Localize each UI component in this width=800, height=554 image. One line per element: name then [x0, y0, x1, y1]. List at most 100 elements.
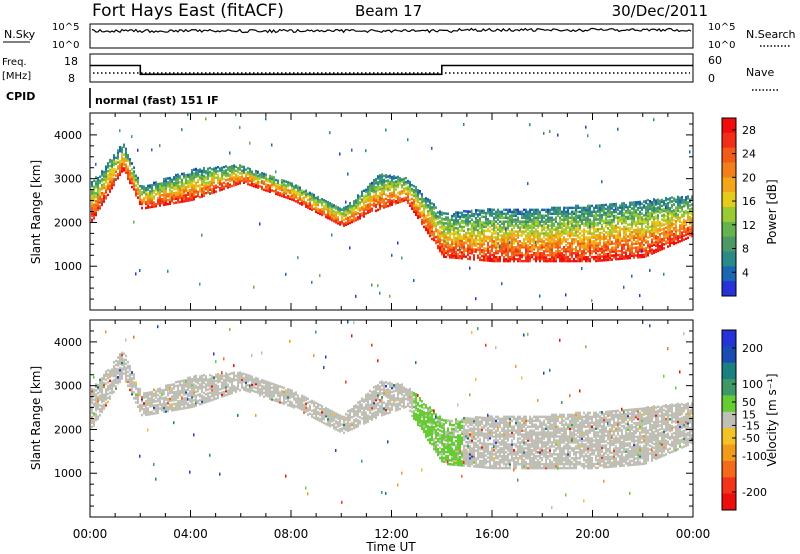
power-echo-cell [415, 193, 417, 197]
power-echo-cell [191, 196, 193, 200]
power-echo-cell [317, 199, 319, 203]
power-echo-cell [679, 204, 681, 208]
power-echo-cell [537, 255, 539, 259]
power-echo-cell [637, 250, 639, 253]
power-echo-cell [117, 151, 119, 154]
power-speckle [663, 272, 665, 276]
power-echo-cell [327, 205, 329, 208]
power-echo-cell [661, 228, 663, 231]
power-echo-cell [245, 178, 247, 181]
power-echo-cell [549, 230, 551, 233]
power-echo-cell [281, 184, 283, 188]
power-echo-cell [571, 249, 573, 253]
power-echo-cell [383, 204, 385, 207]
power-echo-cell [599, 204, 601, 207]
power-echo-cell [547, 234, 549, 237]
power-echo-cell [181, 192, 183, 196]
power-echo-cell [483, 258, 485, 262]
power-echo-cell [571, 259, 573, 263]
power-echo-cell [541, 246, 543, 249]
power-echo-cell [423, 207, 425, 211]
power-echo-cell [541, 208, 543, 212]
power-echo-cell [445, 233, 447, 237]
power-echo-cell [319, 198, 321, 202]
power-echo-cell [453, 236, 455, 240]
power-echo-cell [615, 224, 617, 227]
power-echo-cell [623, 245, 625, 248]
power-echo-cell [457, 244, 459, 248]
power-echo-cell [277, 179, 279, 183]
power-echo-cell [587, 242, 589, 245]
power-echo-cell [519, 210, 521, 214]
power-echo-cell [625, 205, 627, 209]
velocity-echo-cell [113, 378, 115, 382]
power-echo-cell [609, 238, 611, 242]
power-speckle [591, 299, 593, 303]
power-echo-cell [309, 205, 311, 208]
power-echo-cell [451, 238, 453, 241]
power-echo-cell [461, 215, 463, 219]
power-echo-cell [503, 251, 505, 255]
power-echo-cell [523, 230, 525, 233]
velocity-echo-cell [121, 355, 123, 359]
velocity-echo-cell [121, 369, 123, 372]
power-echo-cell [511, 216, 513, 220]
power-echo-cell [469, 236, 471, 239]
power-speckle [97, 193, 99, 197]
power-echo-cell [685, 200, 687, 203]
power-echo-cell [503, 246, 505, 249]
power-echo-cell [433, 219, 435, 222]
power-echo-cell [93, 207, 95, 210]
power-echo-cell [297, 197, 299, 200]
velocity-echo-cell [147, 409, 149, 412]
power-echo-cell [191, 169, 193, 172]
power-speckle [205, 117, 207, 121]
power-echo-cell [661, 247, 663, 251]
power-echo-cell [535, 220, 537, 223]
power-echo-cell [599, 206, 601, 209]
power-echo-cell [607, 242, 609, 246]
power-echo-cell [417, 190, 419, 194]
power-echo-cell [177, 187, 179, 190]
power-echo-cell [607, 219, 609, 222]
power-echo-cell [425, 206, 427, 210]
power-echo-cell [143, 201, 145, 204]
power-echo-cell [653, 229, 655, 233]
power-echo-cell [541, 244, 543, 247]
power-echo-cell [199, 188, 201, 191]
power-echo-cell [431, 210, 433, 213]
velocity-echo-cell [115, 359, 117, 363]
power-echo-cell [511, 230, 513, 233]
power-echo-cell [261, 185, 263, 189]
velocity-echo-cell [139, 389, 141, 393]
power-echo-cell [481, 233, 483, 236]
power-echo-cell [481, 237, 483, 240]
power-speckle [135, 272, 137, 276]
power-echo-cell [347, 218, 349, 222]
power-echo-cell [383, 192, 385, 195]
power-echo-cell [537, 216, 539, 220]
power-echo-cell [411, 197, 413, 201]
power-echo-cell [153, 203, 155, 206]
power-echo-cell [599, 237, 601, 241]
power-echo-cell [609, 228, 611, 232]
power-echo-cell [691, 197, 693, 200]
power-echo-cell [597, 253, 599, 257]
power-echo-cell [519, 240, 521, 243]
power-echo-cell [161, 182, 163, 185]
power-echo-cell [489, 220, 491, 223]
power-echo-cell [663, 201, 665, 205]
velocity-echo-cell [109, 379, 111, 383]
power-echo-cell [661, 245, 663, 249]
power-echo-cell [519, 234, 521, 237]
power-echo-cell [475, 248, 477, 251]
power-echo-cell [473, 258, 475, 261]
power-echo-cell [99, 193, 101, 196]
power-echo-cell [599, 231, 601, 235]
velocity-echo-cell [115, 375, 117, 378]
power-echo-cell [625, 225, 627, 229]
power-echo-cell [459, 243, 461, 246]
power-echo-cell [97, 186, 99, 190]
power-echo-cell [609, 254, 611, 258]
power-echo-cell [439, 243, 441, 247]
